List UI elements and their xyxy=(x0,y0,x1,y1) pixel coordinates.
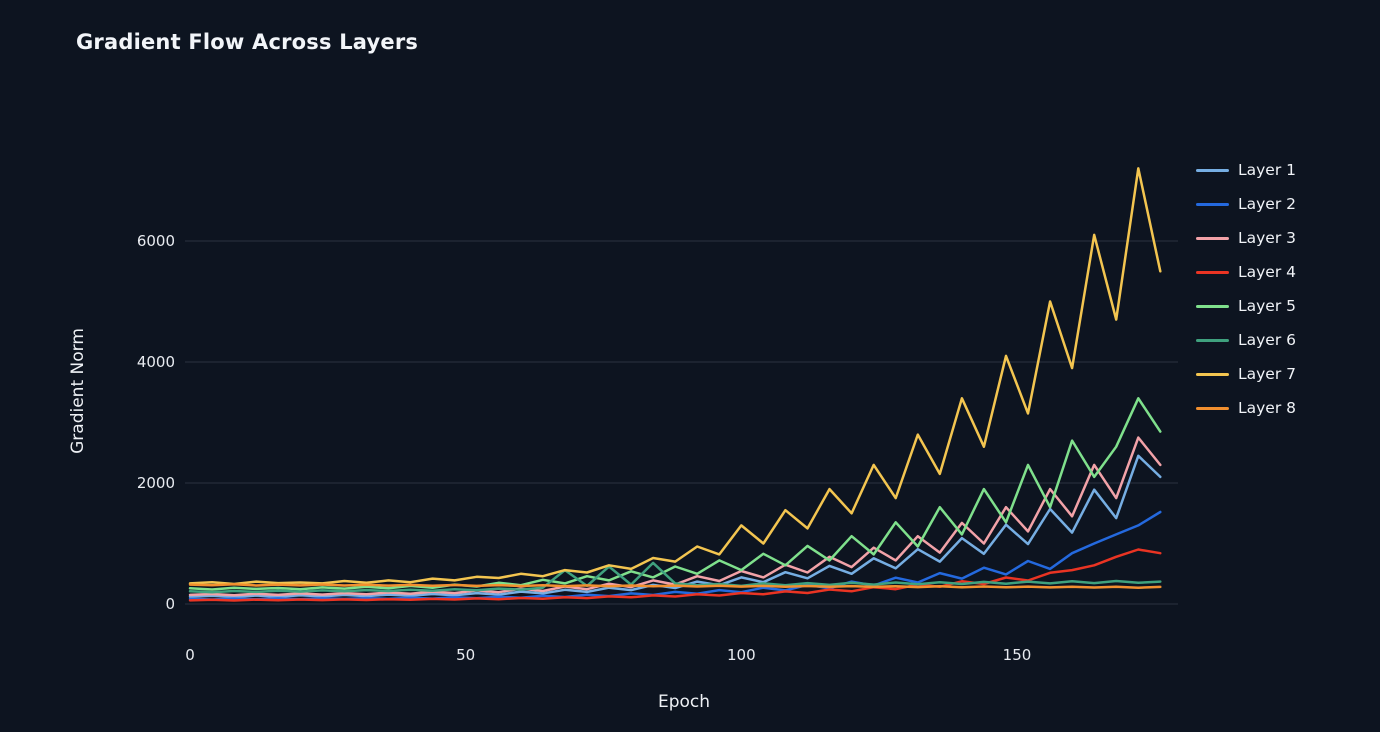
series-line-layer-1 xyxy=(188,454,1162,599)
x-tick-label: 150 xyxy=(1002,646,1032,664)
legend-swatch xyxy=(1196,304,1229,308)
x-axis-label: Epoch xyxy=(657,692,711,712)
legend-label: Layer 6 xyxy=(1238,331,1297,349)
x-tick-label: 100 xyxy=(727,646,756,664)
series-line-layer-6 xyxy=(188,561,1162,594)
chart-title: Gradient Flow Across Layers xyxy=(76,30,419,54)
y-tick-label: 2000 xyxy=(136,474,175,492)
series-line-layer-5 xyxy=(188,397,1162,591)
legend-item-layer-6[interactable]: Layer 6 xyxy=(1196,330,1296,350)
legend-swatch xyxy=(1196,338,1229,342)
legend-swatch xyxy=(1196,236,1229,240)
legend-label: Layer 5 xyxy=(1238,297,1297,315)
y-tick-label: 4000 xyxy=(136,353,175,371)
y-axis-label: Gradient Norm xyxy=(68,328,88,454)
y-tick-label: 6000 xyxy=(136,232,175,250)
legend-label: Layer 1 xyxy=(1238,161,1297,179)
legend-swatch xyxy=(1196,168,1229,172)
legend-item-layer-7[interactable]: Layer 7 xyxy=(1196,364,1296,384)
legend-item-layer-4[interactable]: Layer 4 xyxy=(1196,262,1296,282)
legend-label: Layer 8 xyxy=(1238,399,1297,417)
x-tick-label: 50 xyxy=(456,646,476,664)
legend-label: Layer 2 xyxy=(1238,195,1297,213)
legend-label: Layer 3 xyxy=(1238,229,1297,247)
legend-item-layer-2[interactable]: Layer 2 xyxy=(1196,194,1296,214)
series-line-layer-4 xyxy=(188,548,1162,602)
series-line-layer-3 xyxy=(188,436,1162,597)
legend-item-layer-8[interactable]: Layer 8 xyxy=(1196,398,1296,418)
legend-item-layer-1[interactable]: Layer 1 xyxy=(1196,160,1296,180)
series-line-layer-8 xyxy=(188,583,1162,589)
legend: Layer 1 Layer 2 Layer 3 Layer 4 Layer 5 Layer… xyxy=(1196,160,1296,418)
legend-item-layer-3[interactable]: Layer 3 xyxy=(1196,228,1296,248)
series-line-layer-7 xyxy=(188,167,1162,586)
legend-swatch xyxy=(1196,270,1229,274)
legend-label: Layer 4 xyxy=(1238,263,1297,281)
x-tick-label: 0 xyxy=(185,646,195,664)
legend-item-layer-5[interactable]: Layer 5 xyxy=(1196,296,1296,316)
legend-swatch xyxy=(1196,202,1229,206)
y-tick-label: 0 xyxy=(165,595,175,613)
legend-swatch xyxy=(1196,406,1229,410)
legend-label: Layer 7 xyxy=(1238,365,1297,383)
legend-swatch xyxy=(1196,372,1229,376)
